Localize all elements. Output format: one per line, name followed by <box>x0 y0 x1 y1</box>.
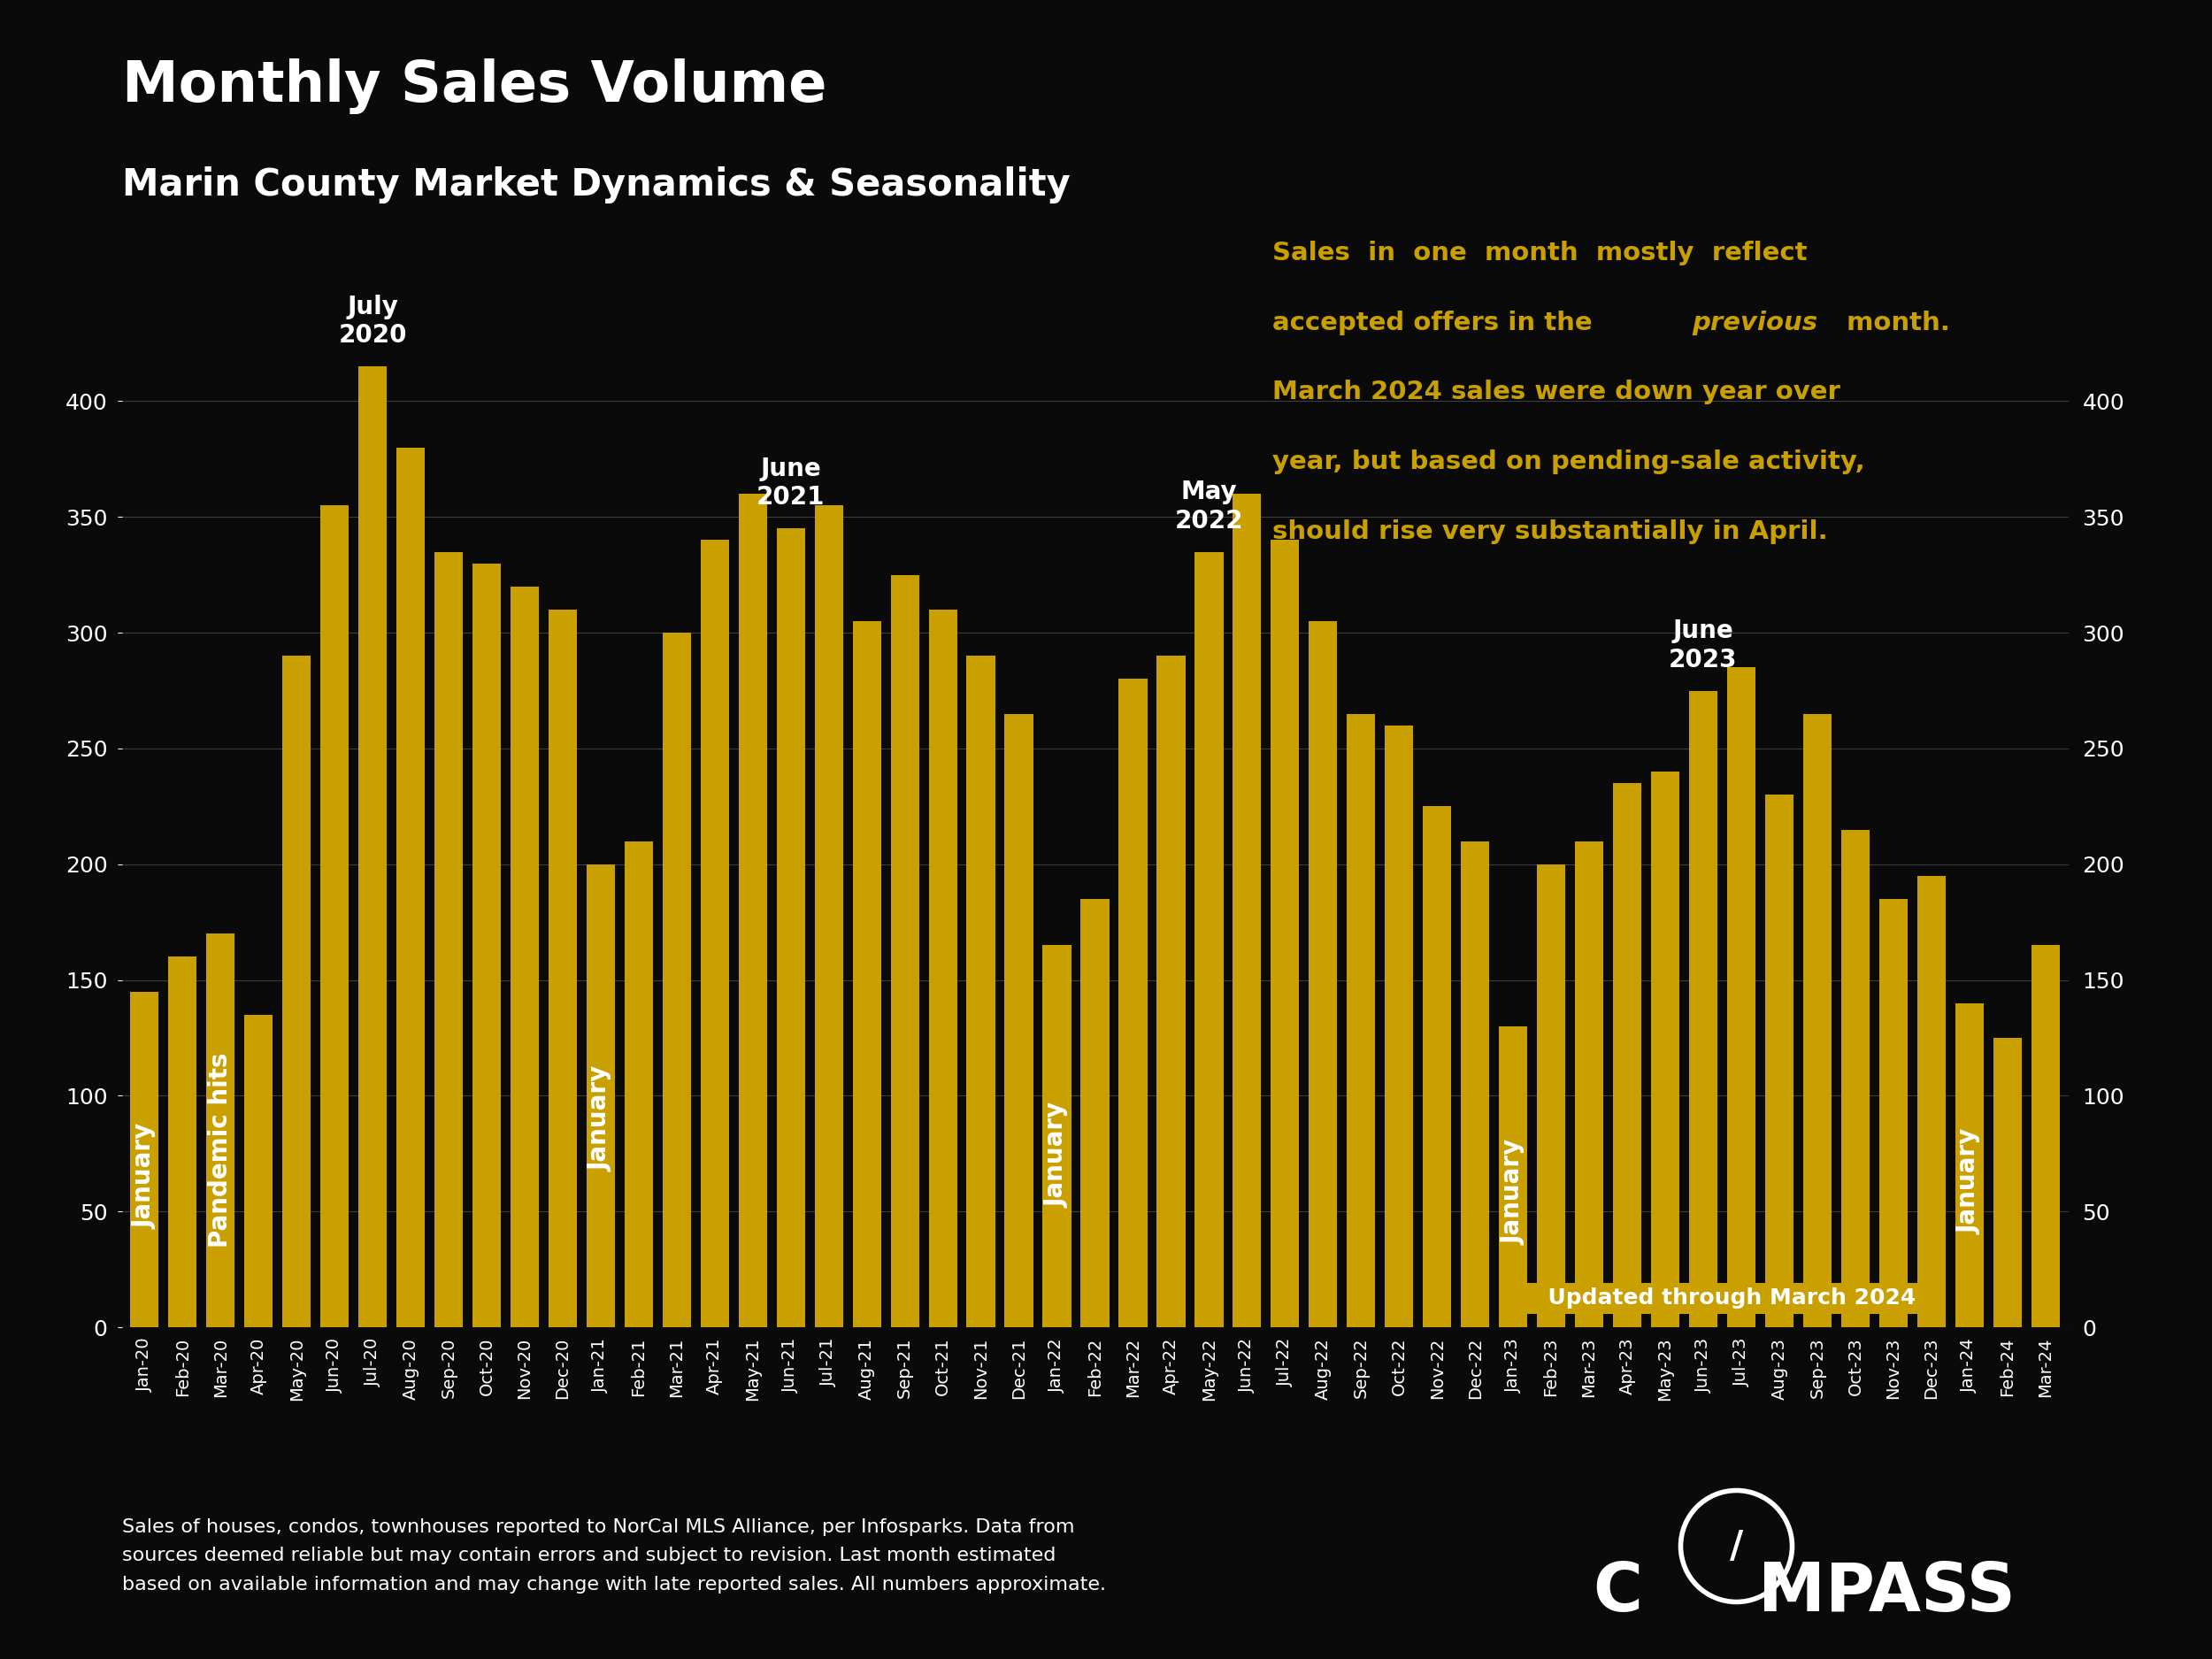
Bar <box>511 586 540 1327</box>
Text: June
2021: June 2021 <box>757 456 825 509</box>
Bar <box>1955 1004 1984 1327</box>
Bar <box>206 934 234 1327</box>
Text: January: January <box>588 1067 613 1171</box>
Text: Sales of houses, condos, townhouses reported to NorCal MLS Alliance, per Infospa: Sales of houses, condos, townhouses repo… <box>122 1518 1106 1594</box>
Bar <box>967 655 995 1327</box>
Text: MPASS: MPASS <box>1759 1559 2015 1624</box>
Text: July
2020: July 2020 <box>338 295 407 348</box>
Bar <box>1728 667 1756 1327</box>
Bar <box>586 864 615 1327</box>
Text: March 2024 sales were down year over: March 2024 sales were down year over <box>1272 380 1840 405</box>
Bar <box>1840 830 1869 1327</box>
Bar <box>1310 620 1338 1327</box>
Bar <box>1119 679 1148 1327</box>
Bar <box>1878 899 1907 1327</box>
Bar <box>1537 864 1566 1327</box>
Bar <box>929 609 958 1327</box>
Bar <box>739 494 768 1327</box>
Text: January: January <box>133 1123 157 1229</box>
Bar <box>1157 655 1186 1327</box>
Bar <box>1613 783 1641 1327</box>
Text: Monthly Sales Volume: Monthly Sales Volume <box>122 58 827 114</box>
Text: Pandemic hits: Pandemic hits <box>208 1052 232 1248</box>
Bar <box>1803 713 1832 1327</box>
Bar <box>701 541 730 1327</box>
Text: C: C <box>1593 1559 1641 1624</box>
Bar <box>1765 795 1794 1327</box>
Bar <box>1500 1027 1528 1327</box>
Text: month.: month. <box>1838 310 1949 335</box>
Bar <box>131 992 159 1327</box>
Bar <box>814 506 843 1327</box>
Bar <box>1650 771 1679 1327</box>
Bar <box>1918 876 1947 1327</box>
Text: January: January <box>1500 1140 1526 1244</box>
Bar <box>1690 690 1717 1327</box>
Bar <box>473 564 500 1327</box>
Bar <box>2031 946 2059 1327</box>
Bar <box>1232 494 1261 1327</box>
Bar <box>1460 841 1489 1327</box>
Text: year, but based on pending-sale activity,: year, but based on pending-sale activity… <box>1272 450 1865 474</box>
Bar <box>776 529 805 1327</box>
Bar <box>852 620 880 1327</box>
Bar <box>168 957 197 1327</box>
Bar <box>1347 713 1376 1327</box>
Text: January: January <box>1044 1103 1068 1208</box>
Text: Updated through March 2024: Updated through March 2024 <box>1533 1287 1931 1309</box>
Bar <box>624 841 653 1327</box>
Bar <box>243 1015 272 1327</box>
Bar <box>661 632 690 1327</box>
Text: should rise very substantially in April.: should rise very substantially in April. <box>1272 519 1827 544</box>
Bar <box>1082 899 1108 1327</box>
Bar <box>1194 552 1223 1327</box>
Bar <box>358 367 387 1327</box>
Bar <box>1270 541 1298 1327</box>
Text: June
2023: June 2023 <box>1670 619 1739 672</box>
Bar <box>434 552 462 1327</box>
Bar <box>1993 1039 2022 1327</box>
Text: January: January <box>1958 1128 1982 1234</box>
Bar <box>1575 841 1604 1327</box>
Bar <box>549 609 577 1327</box>
Bar <box>1422 806 1451 1327</box>
Bar <box>1385 725 1413 1327</box>
Text: Sales  in  one  month  mostly  reflect: Sales in one month mostly reflect <box>1272 241 1807 265</box>
Bar <box>283 655 312 1327</box>
Text: May
2022: May 2022 <box>1175 479 1243 533</box>
Bar <box>396 448 425 1327</box>
Bar <box>1042 946 1071 1327</box>
Text: previous: previous <box>1692 310 1818 335</box>
Text: /: / <box>1730 1528 1743 1564</box>
Bar <box>891 576 920 1327</box>
Text: accepted offers in the: accepted offers in the <box>1272 310 1601 335</box>
Text: Marin County Market Dynamics & Seasonality: Marin County Market Dynamics & Seasonali… <box>122 166 1071 202</box>
Bar <box>321 506 349 1327</box>
Bar <box>1004 713 1033 1327</box>
